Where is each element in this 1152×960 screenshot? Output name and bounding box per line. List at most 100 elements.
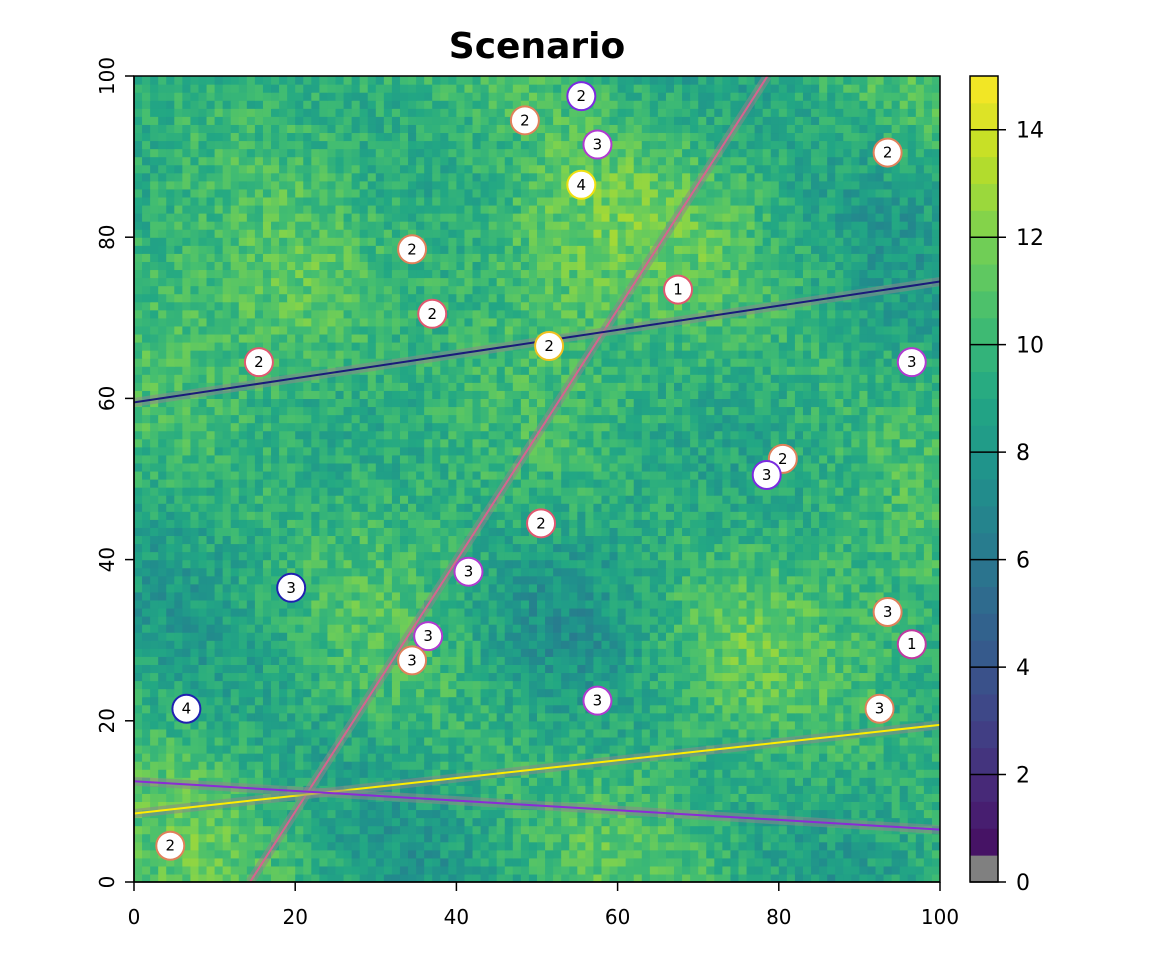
heatmap-cell xyxy=(665,688,675,698)
heatmap-cell xyxy=(448,704,457,714)
heatmap-cell xyxy=(545,591,554,601)
heatmap-cell xyxy=(802,599,812,609)
heatmap-cell xyxy=(802,519,812,528)
heatmap-cell xyxy=(537,543,546,553)
heatmap-cell xyxy=(802,873,812,882)
heatmap-cell xyxy=(279,567,288,577)
heatmap-cell xyxy=(504,616,514,625)
heatmap-cell xyxy=(794,761,804,770)
heatmap-cell xyxy=(835,865,844,875)
heatmap-cell xyxy=(343,857,353,867)
heatmap-cell xyxy=(794,849,804,859)
heatmap-cell xyxy=(835,640,844,649)
heatmap-cell xyxy=(512,495,522,504)
heatmap-cell xyxy=(262,728,272,738)
heatmap-cell xyxy=(456,728,466,738)
heatmap-cell xyxy=(698,479,707,488)
heatmap-cell xyxy=(158,873,167,882)
heatmap-cell xyxy=(512,640,522,649)
heatmap-cell xyxy=(359,535,369,545)
heatmap-cell xyxy=(585,511,595,520)
heatmap-cell xyxy=(875,632,885,641)
heatmap-cell xyxy=(327,793,337,802)
heatmap-cell xyxy=(456,817,466,827)
heatmap-cell xyxy=(730,511,740,520)
heatmap-cell xyxy=(867,583,877,593)
heatmap-cell xyxy=(432,785,441,794)
heatmap-cell xyxy=(166,527,175,537)
heatmap-cell xyxy=(327,873,337,882)
heatmap-cell xyxy=(134,761,143,770)
heatmap-cell xyxy=(786,648,796,657)
heatmap-cell xyxy=(738,801,748,811)
heatmap-cell xyxy=(528,841,538,851)
heatmap-cell xyxy=(762,857,772,867)
heatmap-cell xyxy=(279,696,288,706)
heatmap-cell xyxy=(150,583,159,593)
heatmap-cell xyxy=(601,656,611,665)
heatmap-cell xyxy=(262,535,272,545)
heatmap-cell xyxy=(408,559,417,569)
heatmap-cell xyxy=(859,720,869,730)
heatmap-cell xyxy=(359,736,369,746)
heatmap-cell xyxy=(931,793,940,802)
heatmap-cell xyxy=(649,801,659,811)
heatmap-cell xyxy=(440,616,449,625)
heatmap-cell xyxy=(915,809,925,819)
heatmap-cell xyxy=(319,801,329,811)
heatmap-cell xyxy=(343,825,353,835)
heatmap-cell xyxy=(150,680,159,690)
heatmap-cell xyxy=(931,648,940,657)
heatmap-cell xyxy=(311,543,320,553)
heatmap-cell xyxy=(730,495,740,504)
heatmap-cell xyxy=(722,495,732,504)
heatmap-cell xyxy=(295,632,304,641)
heatmap-cell xyxy=(569,777,578,786)
heatmap-cell xyxy=(432,688,441,698)
heatmap-cell xyxy=(319,632,329,641)
heatmap-cell xyxy=(399,728,409,738)
heatmap-cell xyxy=(827,841,836,851)
heatmap-cell xyxy=(786,801,796,811)
heatmap-cell xyxy=(714,511,723,520)
heatmap-cell xyxy=(440,712,449,722)
heatmap-cell xyxy=(617,744,627,754)
heatmap-cell xyxy=(230,825,240,835)
heatmap-cell xyxy=(601,583,611,593)
heatmap-cell xyxy=(690,559,699,569)
heatmap-cell xyxy=(883,656,893,665)
heatmap-cell xyxy=(262,817,272,827)
heatmap-cell xyxy=(504,736,514,746)
heatmap-cell xyxy=(762,841,772,851)
heatmap-cell xyxy=(319,688,329,698)
heatmap-cell xyxy=(722,672,732,682)
heatmap-cell xyxy=(811,865,820,875)
heatmap-cell xyxy=(303,817,312,827)
heatmap-cell xyxy=(408,583,417,593)
heatmap-cell xyxy=(545,672,554,682)
heatmap-cell xyxy=(391,487,401,496)
heatmap-cell xyxy=(222,873,232,882)
heatmap-cell xyxy=(819,865,828,875)
heatmap-cell xyxy=(561,519,570,528)
heatmap-cell xyxy=(271,607,280,617)
heatmap-cell xyxy=(682,704,691,714)
heatmap-cell xyxy=(811,535,820,545)
heatmap-cell xyxy=(190,672,200,682)
heatmap-cell xyxy=(641,704,651,714)
heatmap-cell xyxy=(319,575,329,585)
heatmap-cell xyxy=(520,616,530,625)
heatmap-cell xyxy=(488,817,498,827)
heatmap-cell xyxy=(899,527,909,537)
heatmap-cell xyxy=(327,591,337,601)
heatmap-cell xyxy=(794,720,804,730)
heatmap-cell xyxy=(319,696,329,706)
heatmap-cell xyxy=(271,487,280,496)
heatmap-cell xyxy=(351,744,361,754)
heatmap-cell xyxy=(416,769,425,778)
heatmap-cell xyxy=(811,607,820,617)
heatmap-cell xyxy=(931,841,940,851)
heatmap-cell xyxy=(561,793,570,802)
heatmap-cell xyxy=(520,479,530,488)
heatmap-cell xyxy=(819,616,828,625)
